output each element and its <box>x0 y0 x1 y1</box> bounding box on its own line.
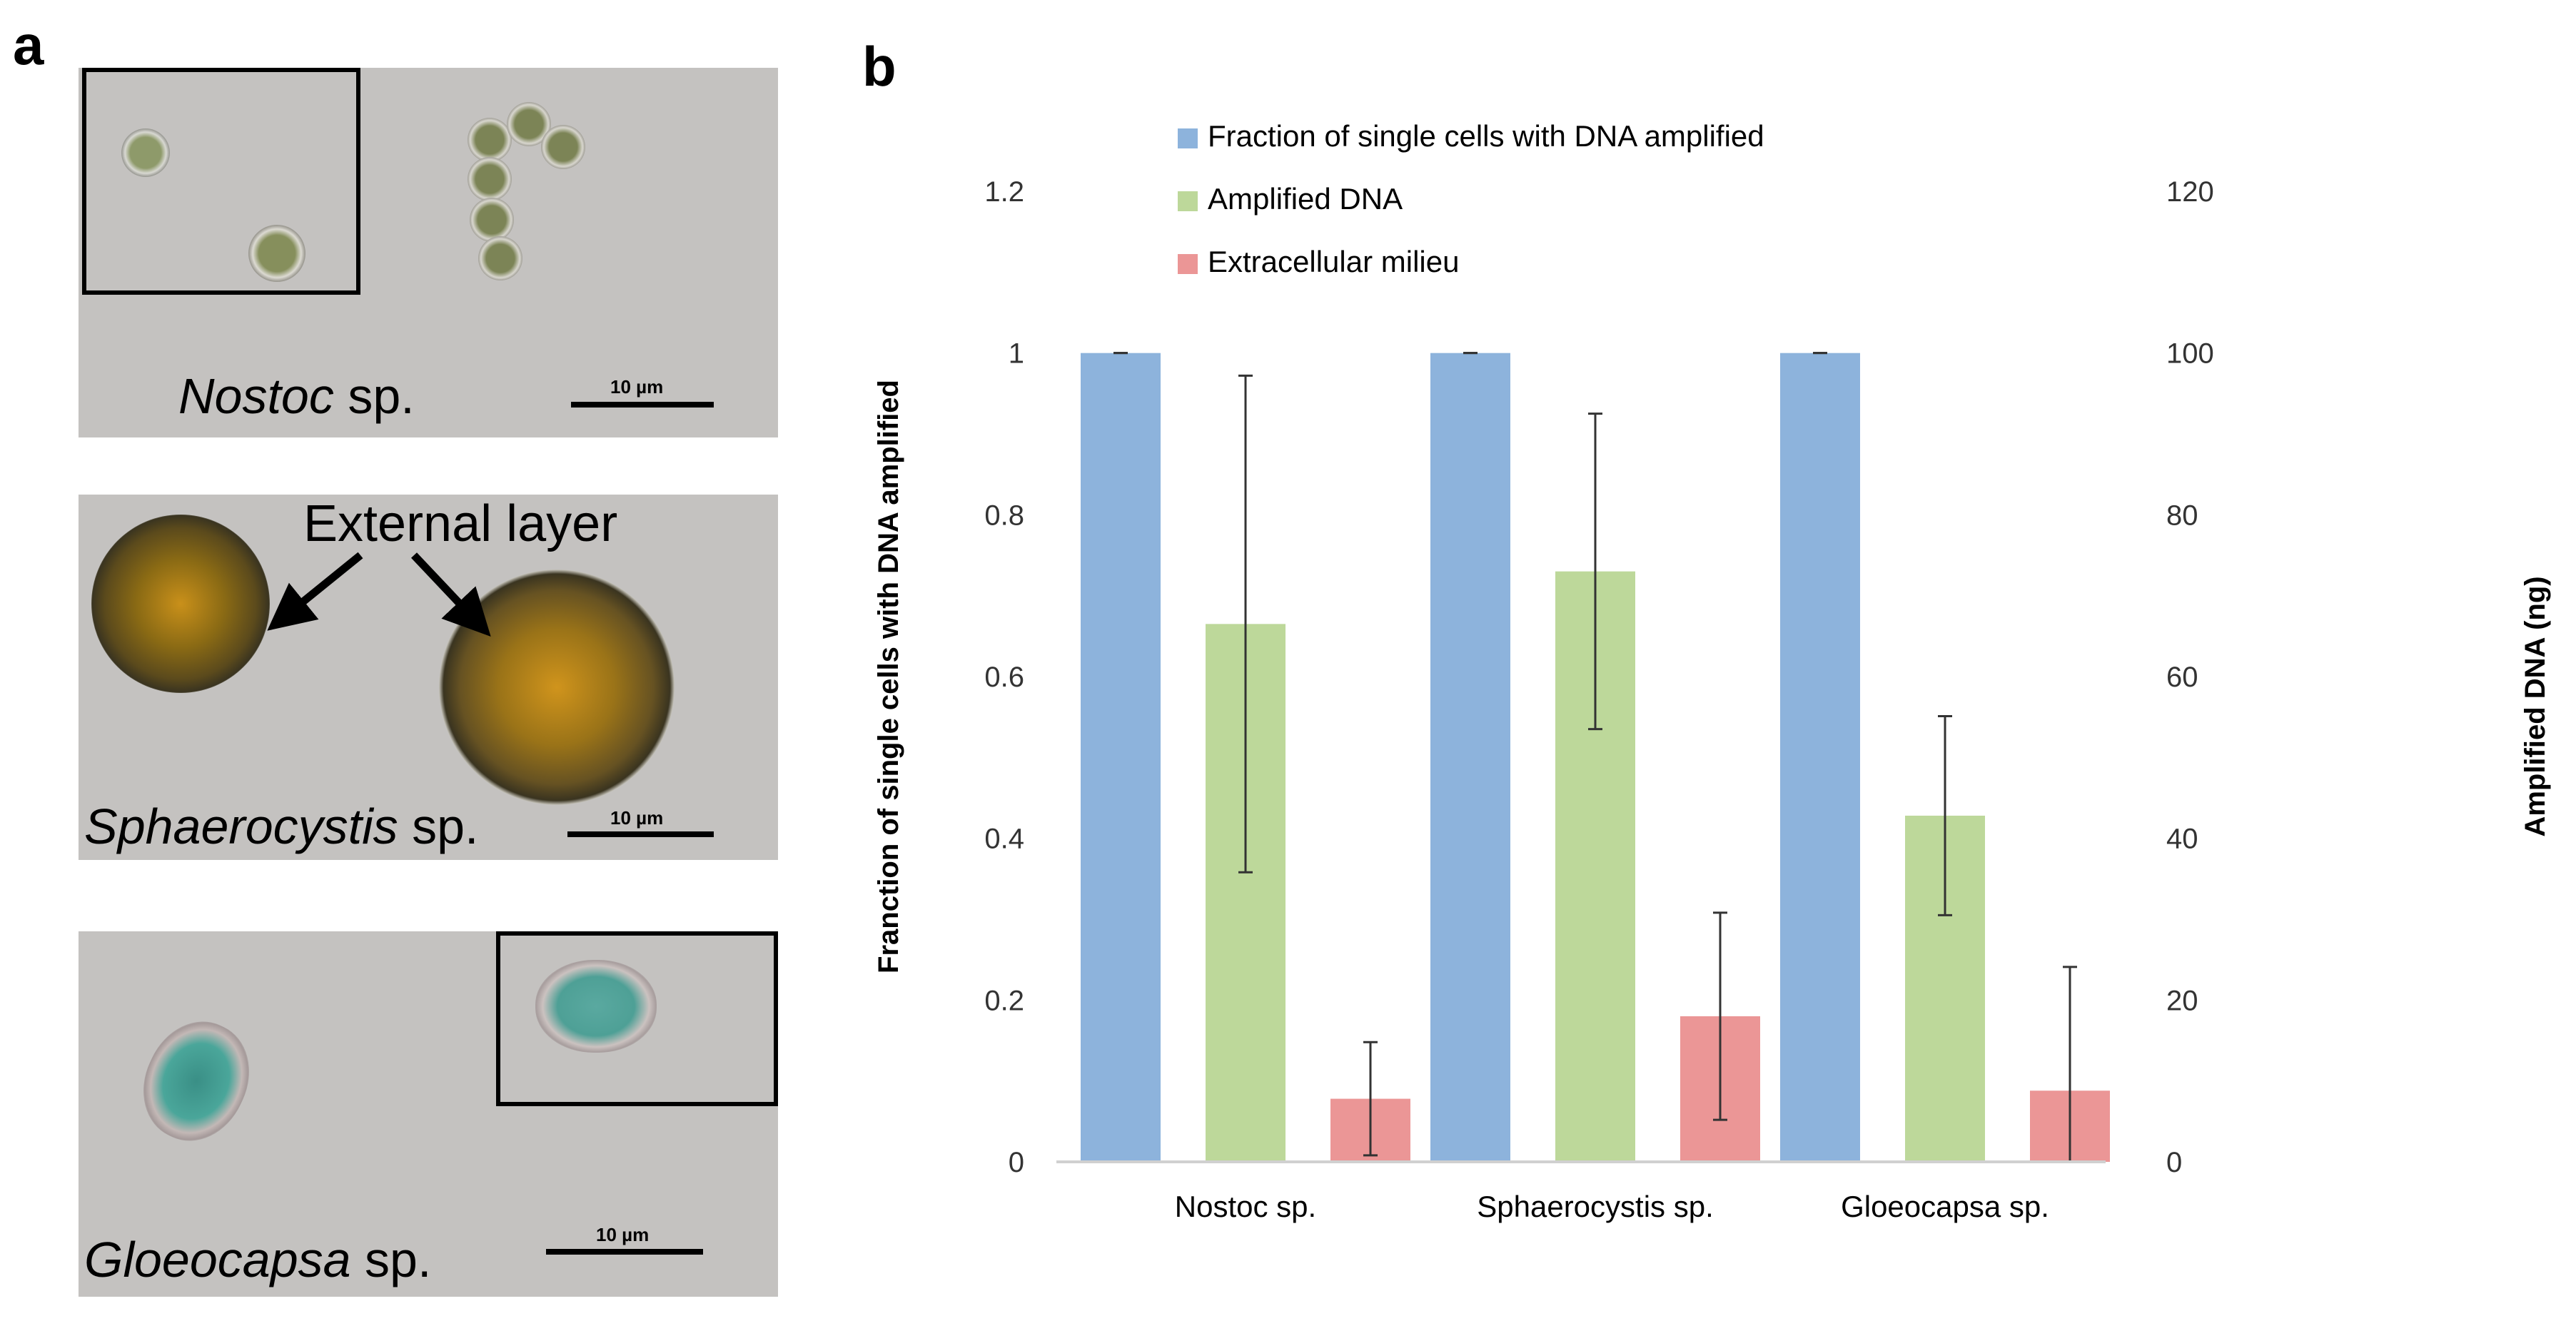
x-category-label: Nostoc sp. <box>1175 1190 1316 1223</box>
nostoc-cell <box>468 157 512 201</box>
scale-bar <box>546 1249 703 1255</box>
bar <box>1780 353 1860 1163</box>
species-label-nostoc: Nostoc sp. <box>178 368 415 424</box>
y-tick-label: 0.2 <box>984 985 1024 1016</box>
nostoc-cell <box>541 125 585 169</box>
y2-axis-title: Amplified DNA (ng) <box>2520 576 2551 836</box>
external-layer-annotation: External layer <box>303 495 618 552</box>
panel-b-label: b <box>862 35 896 98</box>
y-axis-title: Franction of single cells with DNA ampli… <box>873 380 904 973</box>
y2-tick-label: 40 <box>2166 824 2198 855</box>
nostoc-cell <box>470 198 514 242</box>
nostoc-cell <box>121 128 170 177</box>
inset-box <box>496 931 778 1106</box>
nostoc-micrograph: Nostoc sp. 10 µm <box>79 68 778 437</box>
arrow-icon <box>411 552 491 637</box>
y2-tick-label: 80 <box>2166 500 2198 531</box>
sphaerocystis-cell <box>91 515 270 693</box>
bar <box>1430 353 1510 1163</box>
y2-tick-label: 60 <box>2166 662 2198 693</box>
y2-tick-label: 20 <box>2166 985 2198 1016</box>
legend-swatch <box>1178 254 1198 274</box>
scale-bar-label: 10 µm <box>610 376 664 398</box>
y-tick-label: 0.8 <box>984 500 1024 531</box>
legend-swatch <box>1178 191 1198 211</box>
scale-bar <box>571 402 714 408</box>
legend-label: Extracellular milieu <box>1208 245 1459 278</box>
gloeocapsa-micrograph: Gloeocapsa sp. 10 µm <box>79 931 778 1297</box>
y-tick-label: 0.6 <box>984 662 1024 693</box>
x-category-label: Gloeocapsa sp. <box>1841 1190 2049 1223</box>
nostoc-cell <box>478 236 522 280</box>
y2-tick-label: 0 <box>2166 1147 2182 1178</box>
arrow-icon <box>267 552 363 631</box>
y-tick-label: 0.4 <box>984 824 1024 855</box>
y-tick-label: 1 <box>1009 338 1024 370</box>
y2-tick-label: 100 <box>2166 338 2214 370</box>
inset-box <box>82 68 360 295</box>
annotation-arrows <box>267 552 491 637</box>
nostoc-cell <box>248 225 305 282</box>
y2-tick-label: 120 <box>2166 176 2214 208</box>
legend-label: Fraction of single cells with DNA amplif… <box>1208 119 1764 153</box>
gloeocapsa-cell <box>535 960 657 1053</box>
scale-bar-label: 10 µm <box>596 1224 650 1245</box>
x-category-label: Sphaerocystis sp. <box>1477 1190 1714 1223</box>
scale-bar-label: 10 µm <box>610 807 664 829</box>
panel-a-label: a <box>13 14 44 76</box>
species-label-gloeocapsa: Gloeocapsa sp. <box>84 1232 432 1287</box>
sphaerocystis-micrograph: External layer Sphaerocystis sp. 10 µm <box>79 495 778 860</box>
y-tick-label: 0 <box>1009 1147 1024 1178</box>
legend-swatch <box>1178 128 1198 148</box>
legend-label: Amplified DNA <box>1208 182 1403 216</box>
species-label-sphaerocystis: Sphaerocystis sp. <box>84 799 479 854</box>
y-tick-label: 1.2 <box>984 176 1024 208</box>
scale-bar <box>567 831 714 837</box>
bar <box>1081 353 1161 1163</box>
nostoc-cell <box>468 118 512 162</box>
